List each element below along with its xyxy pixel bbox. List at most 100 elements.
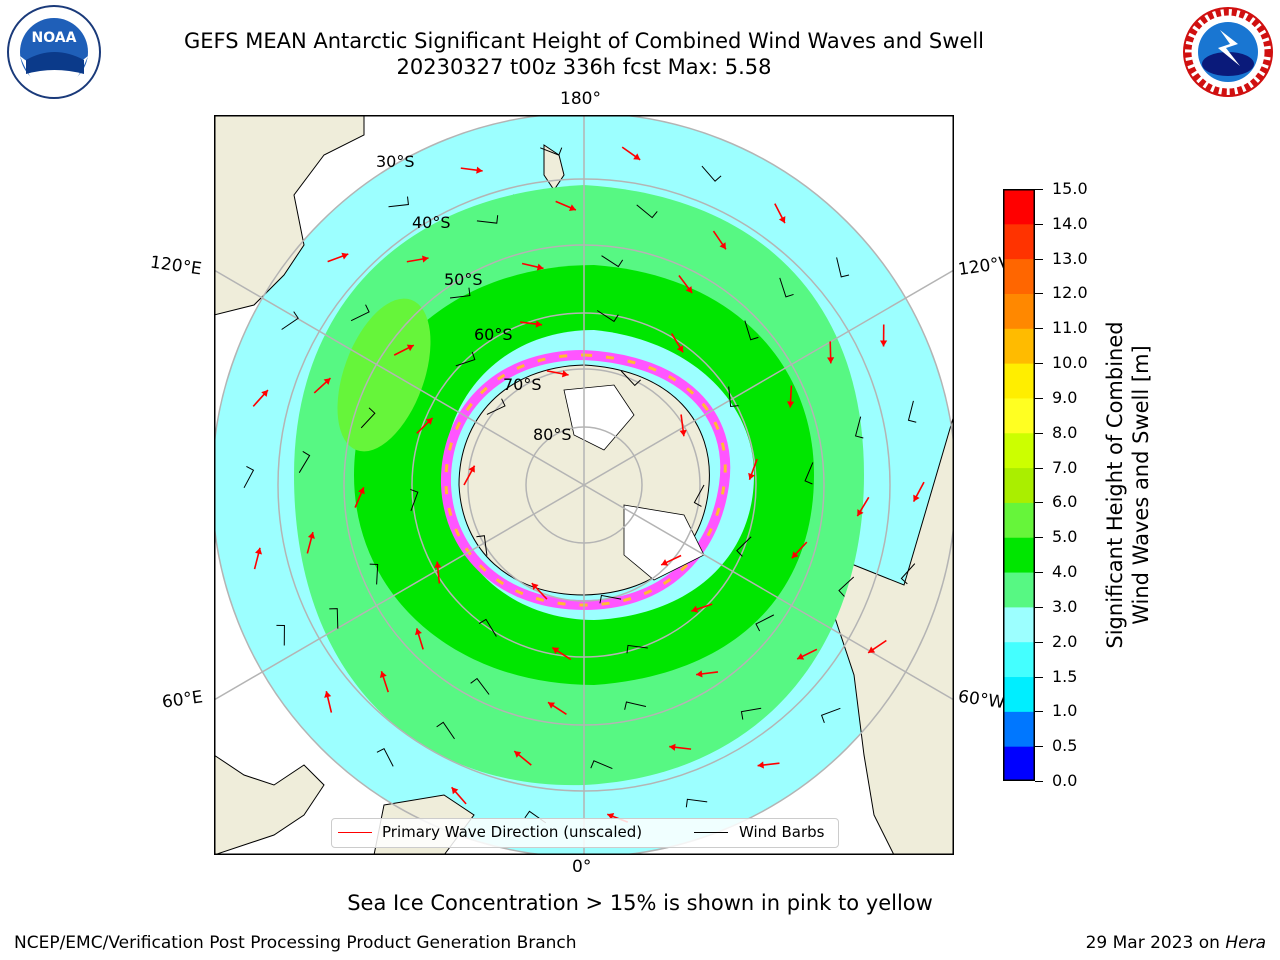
- wave-arrow-head: [757, 761, 764, 769]
- wind-barb: [620, 370, 641, 387]
- wind-barb: [476, 215, 499, 224]
- colorbar-segment: [1003, 397, 1035, 434]
- wind-barb: [329, 608, 339, 629]
- colorbar-tick-mark: [1035, 189, 1043, 190]
- wind-barb: [436, 721, 455, 740]
- colorbar-segment: [1003, 711, 1035, 747]
- wave-arrow-head: [323, 378, 331, 385]
- colorbar-segment: [1003, 467, 1035, 503]
- wave-arrow-head: [786, 401, 795, 408]
- wind-barb: [590, 760, 613, 770]
- lat-label-30s: 30°S: [376, 152, 415, 171]
- wave-arrow-head: [476, 166, 483, 174]
- wind-barb: [298, 451, 311, 473]
- wave-arrow-head: [685, 286, 693, 294]
- colorbar-tick-label: 6.0: [1052, 492, 1078, 512]
- colorbar-tick-mark: [1035, 537, 1043, 539]
- wind-barb: [276, 624, 285, 646]
- colorbar-segment: [1003, 641, 1035, 678]
- wave-arrow-head: [536, 263, 544, 271]
- legend-barb-label: Wind Barbs: [739, 823, 825, 841]
- svg-text:NOAA: NOAA: [32, 30, 77, 46]
- wind-barb: [486, 398, 506, 415]
- wave-arrow-head: [913, 494, 920, 502]
- wind-barb: [478, 618, 497, 637]
- colorbar-segment: [1003, 572, 1035, 608]
- colorbar-segment: [1003, 432, 1035, 469]
- wave-arrow-head: [451, 787, 459, 795]
- wind-barb: [836, 257, 850, 278]
- wave-arrow-head: [406, 344, 414, 352]
- wind-barb: [470, 677, 490, 695]
- colorbar-tick-mark: [1035, 328, 1043, 330]
- legend-wave-label: Primary Wave Direction (unscaled): [382, 823, 643, 841]
- colorbar-tick-label: 2.0: [1052, 631, 1078, 651]
- legend-wave-line: [338, 832, 372, 833]
- wave-arrow-head: [661, 559, 669, 566]
- colorbar-tick-mark: [1035, 258, 1043, 260]
- wind-barb: [779, 277, 794, 298]
- wind-barb: [728, 386, 739, 407]
- wave-arrows: [252, 146, 925, 823]
- colorbar-label-line2: Wind Waves and Swell [m]: [1129, 345, 1153, 625]
- south-america-land: [803, 414, 954, 855]
- wave-arrow-head: [425, 417, 433, 425]
- colorbar-tick-mark: [1035, 676, 1043, 678]
- colorbar-tick-label: 9.0: [1052, 387, 1078, 407]
- wind-barb: [624, 701, 647, 710]
- wave-arrow-head: [561, 370, 569, 378]
- lat-label-40s: 40°S: [412, 213, 451, 232]
- colorbar-tick-label: 14.0: [1052, 213, 1088, 233]
- wave-arrow-head: [607, 813, 615, 820]
- colorbar-tick-label: 11.0: [1052, 318, 1088, 338]
- colorbar-tick-mark: [1035, 397, 1043, 399]
- nws-logo: [1183, 7, 1273, 97]
- ronne-ice-shelf: [623, 504, 705, 581]
- wind-barb: [636, 204, 658, 219]
- wind-barb: [596, 310, 619, 323]
- wind-barb: [281, 311, 299, 330]
- wave-arrow-head: [415, 628, 422, 636]
- chart-title: GEFS MEAN Antarctic Significant Height o…: [183, 29, 985, 53]
- colorbar-tick-label: 8.0: [1052, 422, 1078, 442]
- colorbar-tick-label: 7.0: [1052, 457, 1078, 477]
- colorbar-tick-mark: [1035, 606, 1043, 608]
- wave-arrow-head: [358, 487, 365, 495]
- wave-arrow-head: [696, 670, 703, 678]
- wind-barb: [540, 147, 563, 156]
- legend-barb-line: [694, 832, 728, 833]
- wind-barb: [900, 563, 916, 585]
- wave-arrow-head: [261, 390, 268, 397]
- wind-barb: [599, 594, 622, 604]
- wave-arrow-head: [535, 320, 543, 328]
- wind-barb: [476, 535, 488, 556]
- colorbar-tick-mark: [1035, 711, 1043, 713]
- wind-barb: [350, 304, 370, 322]
- wind-barb: [376, 747, 394, 767]
- colorbar-tick-mark: [1035, 223, 1043, 225]
- colorbar-segment: [1003, 293, 1035, 329]
- colorbar-tick-label: 1.5: [1052, 666, 1078, 686]
- lat-label-60s: 60°S: [474, 325, 513, 344]
- wave-arrow-head: [468, 465, 475, 473]
- wind-barb: [744, 320, 759, 341]
- colorbar-segment: [1003, 328, 1035, 364]
- wind-barb: [449, 287, 471, 299]
- colorbar-label-line1: Significant Height of Combined: [1103, 321, 1127, 649]
- colorbar-tick-mark: [1035, 293, 1043, 295]
- wind-barb: [410, 488, 419, 512]
- lat-label-50s: 50°S: [444, 270, 483, 289]
- wind-barb: [685, 798, 708, 808]
- wave-arrow-head: [421, 255, 429, 263]
- wave-arrow-head: [679, 429, 687, 437]
- colorbar-tick-mark: [1035, 746, 1043, 748]
- footer-branch: NCEP/EMC/Verification Post Processing Pr…: [14, 933, 577, 953]
- colorbar-tick-label: 3.0: [1052, 596, 1078, 616]
- chart-subtitle: 20230327 t00z 336h fcst Max: 5.58: [396, 55, 772, 79]
- wind-barb: [693, 484, 705, 507]
- colorbar-tick-label: 15.0: [1052, 179, 1088, 198]
- colorbar-tick-label: 13.0: [1052, 248, 1088, 268]
- lon-label-180: 180°: [560, 89, 601, 109]
- wave-arrow-head: [307, 532, 315, 539]
- footer-machine: Hera: [1225, 933, 1266, 953]
